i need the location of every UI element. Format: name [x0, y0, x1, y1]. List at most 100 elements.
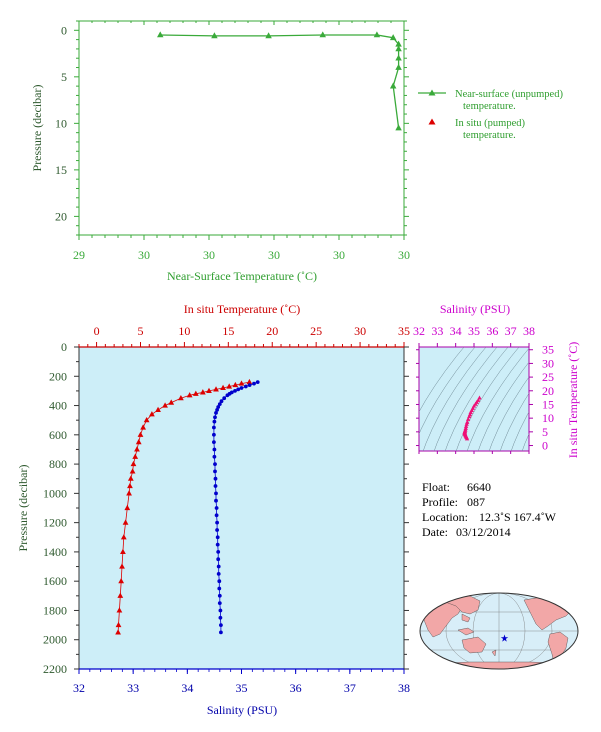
salinity-point	[215, 535, 220, 540]
temp-tick-label: 20	[266, 324, 278, 338]
float-location-marker	[500, 634, 509, 642]
temperature-point	[134, 446, 140, 452]
near-surface-legend: Near-surface (unpumped) temperature. In s…	[418, 89, 563, 141]
salinity-point	[214, 513, 219, 518]
pressure-tick-label: 1400	[43, 545, 67, 559]
ts-sal-tick-label: 37	[505, 324, 517, 338]
temperature-point	[168, 399, 175, 405]
salinity-point	[219, 630, 223, 635]
ts-sal-tick-label: 38	[523, 324, 535, 338]
float-info: Float: 6640 Profile: 087 Location: 12.3˚…	[422, 480, 557, 539]
temperature-point	[130, 460, 137, 467]
salinity-point	[243, 384, 248, 389]
temperature-point	[246, 378, 253, 385]
salinity-point	[215, 542, 220, 547]
temperature-point	[129, 468, 136, 474]
temperature-point	[137, 431, 144, 437]
salinity-point	[212, 447, 217, 452]
salinity-point	[247, 383, 252, 387]
salinity-point	[213, 484, 218, 488]
temperature-point	[132, 453, 139, 459]
sal-tick-label: 32	[73, 681, 85, 695]
ns-x-tick-label: 30	[203, 248, 215, 262]
salinity-point	[214, 411, 218, 415]
ts-temp-tick-label: 15	[542, 397, 554, 411]
ns-y-tick-label: 20	[55, 209, 67, 223]
salinity-point	[222, 396, 227, 401]
sal-tick-label: 34	[181, 681, 193, 695]
pressure-tick-label: 2200	[43, 662, 67, 676]
temp-tick-label: 30	[354, 324, 366, 338]
pressure-axis-label: Pressure (decibar)	[16, 465, 30, 552]
temperature-point	[115, 621, 122, 628]
salinity-point	[217, 593, 222, 598]
ts-points	[462, 395, 482, 441]
salinity-point	[219, 623, 223, 627]
ns-data-point	[319, 31, 326, 38]
land-indonesia	[457, 627, 475, 636]
salinity-point	[217, 586, 222, 591]
ns-x-tick-label: 30	[138, 248, 150, 262]
temperature-point	[192, 390, 199, 396]
legend-label-unpumped: Near-surface (unpumped) temperature.	[455, 89, 563, 112]
ts-density-contours	[419, 347, 529, 451]
salinity-point	[212, 454, 217, 459]
ns-y-tick-label: 10	[55, 116, 67, 130]
temperature-point	[149, 411, 155, 417]
temp-tick-label: 0	[94, 324, 100, 338]
ts-density-contour	[510, 411, 529, 451]
date-label: Date:	[422, 525, 448, 539]
location-label: Location:	[422, 510, 468, 524]
ts-temperature-axis-label: In situ Temperature (˚C)	[566, 342, 580, 459]
temperature-point	[118, 577, 125, 584]
salinity-point	[216, 405, 221, 409]
salinity-point	[236, 387, 241, 392]
ts-temp-tick-label: 0	[542, 439, 548, 453]
ts-point	[465, 416, 471, 421]
ns-data-point	[211, 32, 218, 39]
sal-tick-label: 38	[398, 681, 410, 695]
salinity-point	[212, 419, 217, 424]
ns-data-point	[395, 40, 402, 47]
ns-x-tick-label: 30	[333, 248, 345, 262]
temperature-point	[124, 504, 131, 511]
temperature-point	[186, 392, 193, 398]
temperature-point	[226, 383, 233, 389]
ns-y-tick-label: 5	[61, 70, 67, 84]
salinity-point	[239, 386, 244, 390]
temperature-point	[232, 381, 239, 388]
near-surface-axes: 29 30 30 30 30 30 0 5 10 15 20	[55, 20, 410, 262]
ts-density-contour	[419, 347, 476, 435]
pressure-tick-label: 1600	[43, 574, 67, 588]
pressure-tick-label: 200	[49, 369, 67, 383]
map-border	[419, 592, 579, 670]
temp-tick-label: 15	[222, 324, 234, 338]
ts-temp-tick-label: 5	[542, 425, 548, 439]
location-value: 12.3˚S 167.4˚W	[479, 510, 557, 524]
float-value: 6640	[467, 480, 491, 494]
ts-sal-tick-label: 33	[431, 324, 443, 338]
sal-tick-label: 35	[236, 681, 248, 695]
ns-x-tick-label: 30	[268, 248, 280, 262]
temperature-point	[119, 563, 125, 569]
salinity-point	[212, 425, 216, 430]
profile-axes: 0 5 10 15 20 25 30 35 32 33 34 35 36 37 38 0 200 400 600 80…	[43, 324, 410, 695]
sal-tick-label: 33	[127, 681, 139, 695]
ts-temp-tick-label: 35	[542, 343, 554, 357]
temperature-point	[213, 386, 219, 392]
ns-data-point	[389, 34, 397, 41]
ns-data-point	[157, 31, 164, 38]
salinity-point	[219, 399, 224, 404]
ts-temp-tick-label: 25	[542, 370, 554, 384]
legend-label-pumped: In situ (pumped) temperature.	[455, 118, 525, 141]
temperature-point	[143, 416, 150, 423]
ts-point	[464, 436, 470, 441]
world-map	[419, 592, 579, 670]
salinity-point	[252, 381, 256, 386]
temperature-point	[206, 387, 212, 393]
temperature-point	[116, 607, 123, 613]
pressure-tick-label: 400	[49, 399, 67, 413]
temperature-point	[162, 402, 168, 408]
pressure-tick-label: 1200	[43, 516, 67, 530]
